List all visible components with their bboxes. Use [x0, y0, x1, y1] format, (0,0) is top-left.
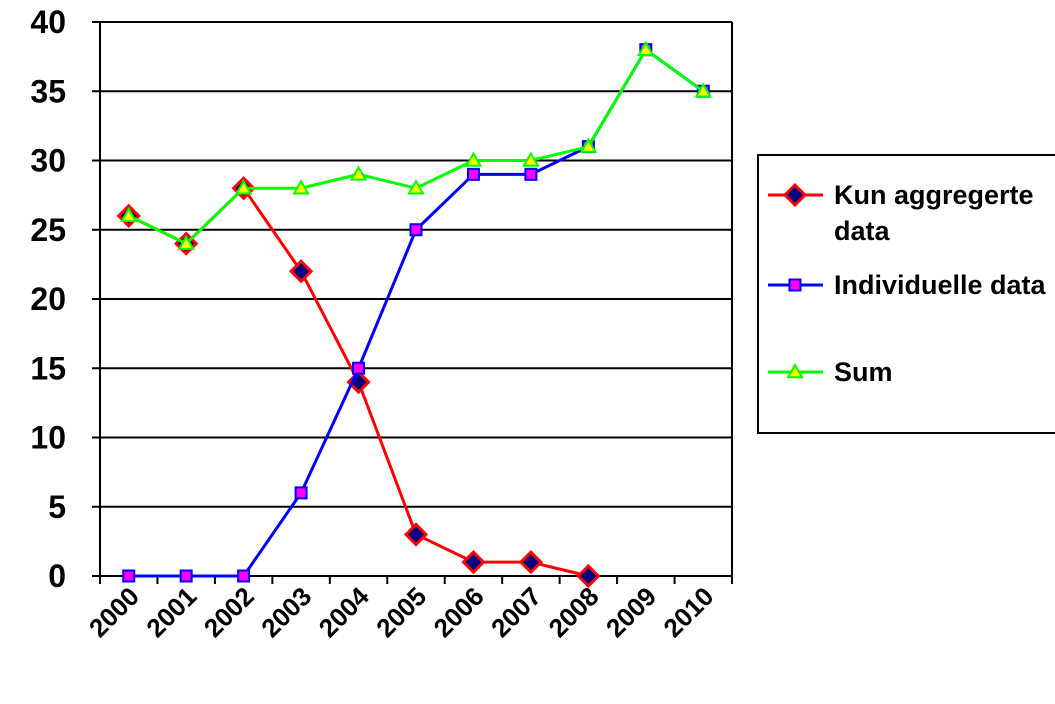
data-point — [120, 206, 138, 223]
x-tick-label: 2004 — [313, 581, 375, 643]
data-point — [292, 179, 310, 195]
legend-item-0: Kun aggregerte data — [768, 180, 1034, 246]
x-tick-label: 2000 — [83, 581, 145, 643]
series-1 — [122, 43, 710, 583]
data-point — [466, 167, 480, 181]
x-tick-label: 2008 — [542, 581, 604, 643]
y-tick-label: 35 — [30, 73, 66, 109]
legend-label: Kun aggregerte — [834, 180, 1034, 210]
data-point — [179, 569, 193, 583]
y-tick-label: 0 — [48, 558, 66, 594]
y-axis-tick-labels: 0 5 10 15 20 25 30 35 40 — [30, 4, 66, 594]
x-tick-label: 2003 — [255, 581, 317, 643]
y-tick-label: 25 — [30, 212, 66, 248]
series-line — [128, 47, 705, 246]
series-layer — [116, 40, 712, 589]
y-tick-label: 5 — [48, 489, 66, 525]
data-point — [234, 179, 253, 195]
data-point — [461, 550, 486, 575]
y-tick-label: 40 — [30, 4, 66, 40]
data-point — [294, 486, 308, 500]
x-tick-label: 2010 — [657, 581, 719, 643]
data-point — [518, 550, 544, 575]
data-point — [524, 167, 538, 181]
legend: Kun aggregerte data Individuelle data Sum — [757, 154, 1055, 434]
series-line — [128, 47, 705, 578]
y-tick-label: 10 — [30, 420, 66, 456]
axes — [92, 21, 733, 584]
legend-label-line2: data — [834, 216, 891, 246]
legend-item-2: Sum — [768, 357, 893, 387]
data-point — [694, 82, 712, 98]
legend-swatch-marker — [786, 362, 804, 379]
legend-label: Sum — [834, 357, 893, 387]
data-point — [122, 569, 136, 583]
legend-swatch-marker — [782, 182, 808, 208]
data-point — [237, 569, 251, 583]
legend-swatch-marker — [788, 278, 802, 292]
data-point — [409, 223, 423, 237]
data-point — [637, 40, 655, 56]
data-point — [522, 151, 540, 167]
legend-box — [757, 154, 1055, 434]
data-point — [403, 522, 429, 547]
x-axis-tick-labels: 2000200120022003200420052006200720082009… — [83, 581, 720, 643]
legend-label: Individuelle data — [834, 270, 1047, 300]
data-point — [349, 165, 368, 181]
data-point — [177, 234, 195, 250]
x-tick-label: 2005 — [370, 581, 432, 643]
x-tick-label: 2002 — [198, 581, 260, 643]
y-tick-label: 15 — [30, 350, 66, 386]
data-point — [288, 259, 314, 284]
y-tick-label: 30 — [30, 143, 66, 179]
series-2 — [120, 40, 712, 250]
x-tick-label: 2007 — [485, 581, 547, 643]
data-point — [352, 361, 366, 375]
x-tick-label: 2009 — [600, 581, 662, 643]
data-point — [407, 179, 425, 195]
data-point — [576, 563, 601, 589]
x-tick-label: 2001 — [140, 581, 202, 643]
legend-item-1: Individuelle data — [768, 270, 1047, 300]
y-tick-label: 20 — [30, 281, 66, 317]
gridlines — [100, 21, 732, 508]
x-tick-label: 2006 — [428, 581, 490, 643]
data-point — [464, 151, 483, 167]
data-point — [579, 137, 598, 153]
